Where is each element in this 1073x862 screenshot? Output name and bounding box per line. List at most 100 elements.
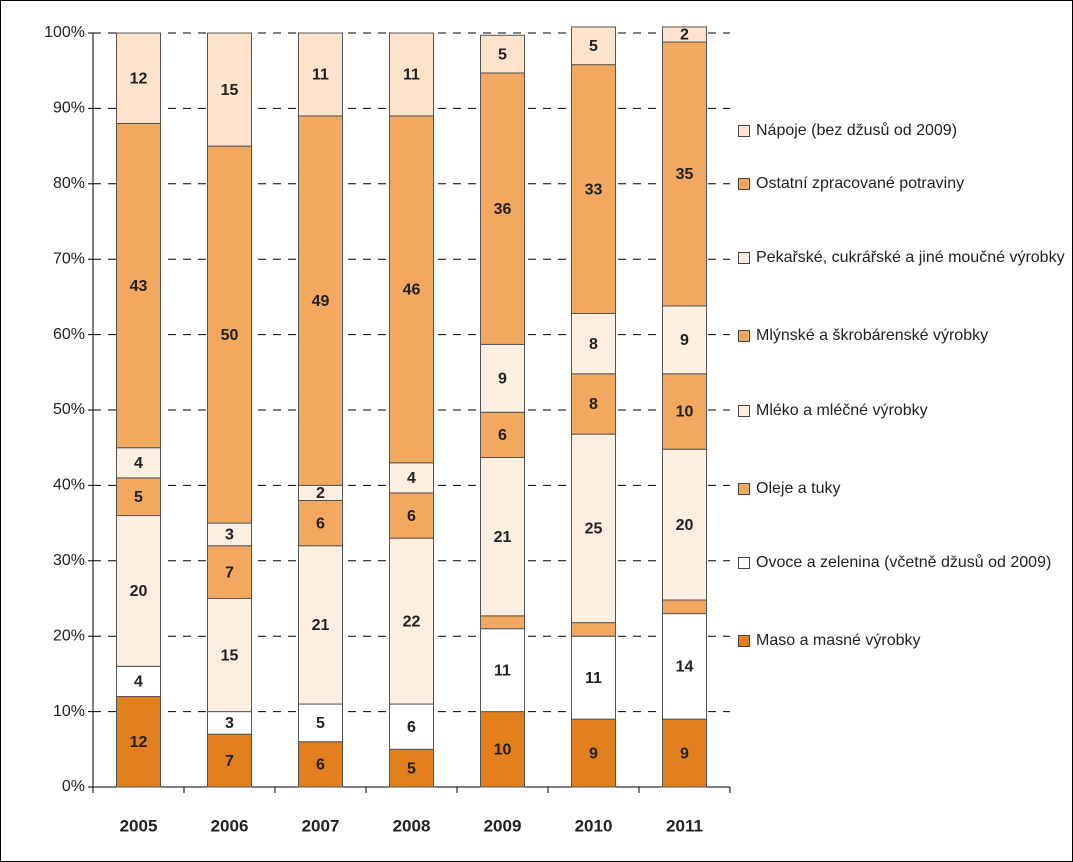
data-label: 46 (403, 282, 421, 299)
x-tick-label: 2011 (666, 816, 703, 835)
data-label: 7 (225, 753, 234, 770)
legend-item: Mléko a mléčné výrobky (738, 398, 1068, 424)
data-label: 9 (498, 371, 507, 388)
data-label: 43 (130, 278, 148, 295)
data-label: 20 (676, 517, 694, 534)
y-tick-label: 40% (53, 477, 85, 494)
legend-label: Mléko a mléčné výrobky (756, 402, 928, 419)
data-label: 2 (316, 485, 325, 502)
data-label: 9 (680, 745, 689, 762)
bar-segment (116, 122, 161, 449)
data-label: 8 (589, 396, 598, 413)
y-tick-label: 20% (53, 627, 85, 644)
bar-segment (662, 448, 707, 601)
data-label: 50 (221, 327, 239, 344)
bar-segment (571, 622, 616, 637)
legend-item: Mlýnské a škrobárenské výrobky (738, 323, 1068, 349)
data-label: 15 (221, 82, 239, 99)
data-label: 21 (494, 529, 512, 546)
bar-segment (571, 64, 616, 314)
legend-swatch (738, 330, 750, 342)
bar-segment (116, 696, 161, 788)
y-tick-label: 70% (53, 250, 85, 267)
data-label: 8 (589, 336, 598, 353)
bar-segment (207, 32, 252, 147)
bar-segment (571, 718, 616, 788)
x-tick-label: 2009 (484, 816, 522, 835)
y-tick-label: 10% (53, 703, 85, 720)
legend-swatch (738, 483, 750, 495)
bar-segment (480, 711, 525, 788)
legend-swatch (738, 178, 750, 190)
y-tick-label: 30% (53, 552, 85, 569)
y-tick-label: 50% (53, 401, 85, 418)
bar-segment (298, 545, 343, 705)
legend-label: Nápoje (bez džusů od 2009) (756, 122, 958, 139)
legend-label: Oleje a tuky (756, 480, 841, 497)
y-tick-label: 0% (62, 778, 85, 795)
data-label: 6 (498, 427, 507, 444)
data-label: 14 (676, 659, 694, 676)
bar-segment (389, 115, 434, 464)
data-label: 21 (312, 617, 330, 634)
data-label: 4 (407, 470, 416, 487)
y-tick-label: 100% (44, 24, 85, 41)
bar-segment (116, 447, 161, 479)
bar-segment (571, 26, 616, 66)
legend-item: Nápoje (bez džusů od 2009) (738, 118, 1068, 144)
data-label: 5 (407, 760, 416, 777)
data-label: 6 (407, 508, 416, 525)
data-label: 22 (403, 613, 421, 630)
data-label: 10 (676, 404, 694, 421)
bar-segment (116, 477, 161, 517)
bar-segment (480, 628, 525, 713)
bar-segment (116, 515, 161, 667)
x-tick-label: 2008 (393, 816, 431, 835)
legend-swatch (738, 252, 750, 264)
bar-segment (480, 343, 525, 413)
legend-label: Ostatní zpracované potraviny (756, 175, 965, 192)
bar-segment (207, 545, 252, 599)
bar-segment (298, 703, 343, 743)
bar-segment (116, 32, 161, 124)
legend-swatch (738, 557, 750, 569)
bar-segment (571, 433, 616, 624)
legend-label: Maso a masné výrobky (756, 632, 921, 649)
data-label: 25 (585, 521, 603, 538)
legend-item: Ovoce a zelenina (včetně džusů od 2009) (738, 550, 1068, 576)
bar-segment (662, 613, 707, 720)
data-label: 6 (316, 757, 325, 774)
data-label: 3 (225, 527, 234, 544)
bar-segment (571, 312, 616, 375)
legend-item: Pekařské, cukrářské a jiné moučné výrobk… (738, 245, 1068, 271)
data-label: 4 (134, 674, 143, 691)
data-label: 2 (680, 27, 689, 44)
data-label: 49 (312, 293, 330, 310)
legend-label: Ovoce a zelenina (včetně džusů od 2009) (756, 554, 1052, 571)
data-label: 11 (403, 67, 420, 84)
bar-segment (298, 115, 343, 486)
data-label: 12 (130, 734, 148, 751)
bar-segment (116, 665, 161, 698)
bar-segment (662, 26, 707, 43)
legend-swatch (738, 405, 750, 417)
legend-item: Ostatní zpracované potraviny (738, 171, 1068, 197)
x-tick-label: 2005 (120, 816, 158, 835)
legend-swatch (738, 635, 750, 647)
bar-segment (662, 41, 707, 307)
bar-segment (389, 462, 434, 494)
data-label: 9 (680, 332, 689, 349)
x-tick-label: 2006 (211, 816, 249, 835)
x-tick-label: 2010 (575, 816, 613, 835)
bar-segment (662, 373, 707, 450)
bar-segment (389, 537, 434, 705)
legend-label: Mlýnské a škrobárenské výrobky (756, 327, 989, 344)
legend-label: Pekařské, cukrářské a jiné moučné výrobk… (756, 249, 1065, 266)
bar-segment (480, 411, 525, 459)
bar-segment (298, 32, 343, 117)
data-label: 36 (494, 201, 512, 218)
y-tick-label: 80% (53, 175, 85, 192)
data-label: 5 (498, 46, 507, 63)
